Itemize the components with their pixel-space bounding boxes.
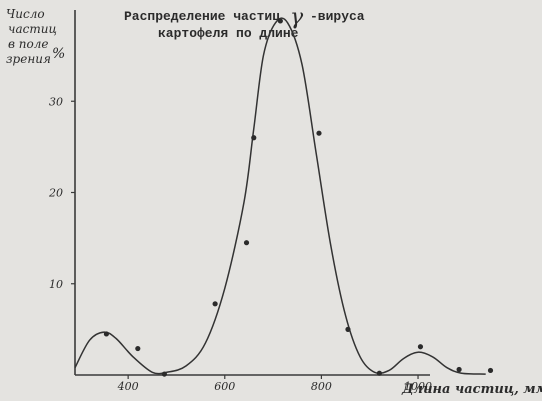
y-tick-label: 20 (48, 187, 63, 200)
data-point (376, 370, 382, 376)
chart-title-line-2: картофеля по длине (158, 26, 299, 41)
x-tick-label: 400 (117, 380, 139, 393)
data-point (345, 326, 351, 332)
chart-title-gamma: γ (290, 5, 304, 30)
x-tick-label: 800 (311, 380, 332, 393)
data-points (103, 18, 494, 377)
data-point (316, 130, 322, 136)
ylabel-line-2: частиц (8, 22, 57, 36)
data-point (103, 331, 110, 337)
data-point (135, 345, 141, 352)
ylabel-line-3: в поле (8, 37, 49, 51)
data-point (456, 366, 462, 373)
x-ticks: 400 600 800 1000 (117, 375, 432, 393)
data-point (251, 135, 257, 141)
x-tick-label: 1000 (404, 380, 432, 393)
chart-title-line-1-end: -вируса (310, 9, 365, 24)
data-point (277, 18, 283, 24)
data-point (243, 240, 250, 246)
x-tick-label: 600 (214, 380, 235, 393)
data-point (417, 344, 424, 350)
series-curve (74, 17, 486, 375)
y-tick-label: 10 (49, 278, 63, 291)
ylabel-percent: % (52, 46, 65, 62)
data-point (161, 371, 167, 377)
ylabel-line-1: Число (6, 7, 45, 21)
y-ticks: 10 20 30 (48, 95, 75, 291)
y-tick-label: 30 (49, 95, 63, 108)
chart-title-line-1: Распределение частиц (124, 9, 280, 24)
ylabel-line-4: зрения (6, 52, 51, 66)
xlabel: Длина частиц, ммк (401, 382, 542, 397)
data-point (487, 367, 494, 374)
data-point (212, 301, 218, 307)
